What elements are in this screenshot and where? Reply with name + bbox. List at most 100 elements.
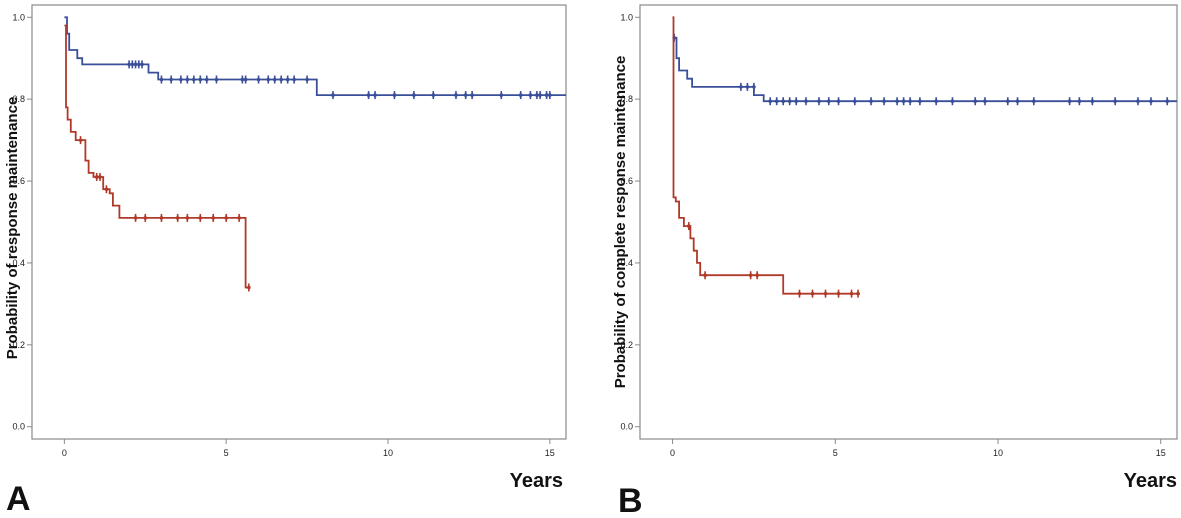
censor-dot (1165, 99, 1170, 104)
censor-dot (192, 77, 196, 82)
censor-dot (266, 77, 271, 82)
series-group-a (64, 16, 566, 292)
censor-dot (240, 77, 245, 82)
censor-dot (179, 77, 183, 82)
censor-dot (169, 77, 173, 82)
censor-dot (853, 99, 857, 104)
panel-b: 0 5 10 15 0.0 0.2 0.4 0.6 0.8 1.0 Probability of … (612, 4, 1178, 518)
y-tick-label: 0.8 (620, 94, 633, 104)
censor-dot (983, 99, 987, 104)
censor-dot (104, 187, 109, 192)
plot-frame-b (639, 4, 1178, 440)
censor-dot (133, 62, 138, 67)
x-tick-label: 10 (383, 448, 393, 458)
censor-dot (140, 62, 144, 67)
censor-dot (1067, 99, 1072, 104)
censor-dot (703, 273, 707, 278)
survival-curve (64, 16, 566, 96)
censor-dot (528, 93, 533, 97)
censor-dot (279, 77, 284, 82)
censor-dot (499, 93, 504, 97)
panel-letter-b: B (618, 482, 643, 518)
censor-dot (366, 93, 371, 97)
censor-dot (285, 77, 290, 82)
x-tick-label: 10 (993, 448, 1003, 458)
censor-dot (1077, 99, 1082, 104)
censor-dot (198, 216, 203, 220)
censor-dot (1015, 99, 1020, 104)
censor-dot (185, 77, 190, 82)
censor-dot (817, 99, 821, 104)
censor-dot (836, 291, 841, 296)
censor-dot (856, 291, 860, 296)
censor-dot (950, 99, 955, 104)
y-tick-label: 0.0 (12, 422, 25, 432)
censor-dot (98, 175, 102, 179)
censor-dot (412, 93, 416, 97)
censor-dot (247, 285, 251, 290)
censor-dot (159, 216, 164, 220)
y-axis-title-a: Probability of response maintenance (4, 97, 21, 360)
censor-dot (739, 85, 743, 89)
censor-dot (518, 93, 523, 97)
axis-ticks-a: 0 5 10 15 0.0 0.2 0.4 0.6 0.8 1.0 (12, 12, 554, 458)
km-series-1 (672, 33, 1177, 106)
censor-dot (211, 216, 216, 220)
censor-dot (1090, 99, 1095, 104)
censor-dot (292, 77, 296, 82)
censor-dot (755, 273, 759, 278)
censor-dot (137, 62, 141, 67)
censor-dot (373, 93, 377, 97)
censor-dot (1032, 99, 1036, 104)
censor-dot (797, 291, 802, 296)
censor-dot (895, 99, 899, 104)
km-series-2 (672, 16, 860, 298)
censor-dot (256, 77, 261, 82)
censor-dot (548, 93, 552, 97)
censor-dot (826, 99, 831, 104)
censor-dot (185, 216, 190, 220)
censor-dot (127, 62, 131, 67)
y-axis-title-b: Probability of complete response mainten… (612, 56, 629, 389)
y-tick-label: 1.0 (12, 12, 25, 22)
x-axis-title-b: Years (1124, 470, 1177, 492)
censor-dot (130, 62, 135, 67)
km-series-2 (64, 24, 251, 292)
censor-dot (823, 291, 828, 296)
censor-dot (392, 93, 397, 97)
censor-dot (774, 99, 779, 104)
censor-dot (133, 216, 138, 220)
censor-dot (869, 99, 873, 104)
y-tick-label: 0.4 (12, 258, 25, 268)
censor-dot (836, 99, 841, 104)
censor-dot (787, 99, 792, 104)
panel-letter-a: A (6, 480, 31, 518)
censor-dot (463, 93, 468, 97)
censor-dot (745, 85, 750, 89)
censor-dot (752, 85, 756, 89)
censor-dot (1136, 99, 1140, 104)
survival-curve (672, 36, 1177, 103)
censor-dot (143, 216, 148, 220)
x-tick-label: 15 (1156, 448, 1166, 458)
y-tick-label: 0.4 (620, 258, 633, 268)
censor-dot (538, 93, 542, 97)
censor-dot (849, 291, 854, 296)
y-tick-label: 0.2 (620, 340, 633, 350)
series-group-b (672, 16, 1177, 298)
censor-dot (918, 99, 922, 104)
censor-dot (1005, 99, 1010, 104)
censor-dot (882, 99, 886, 104)
y-tick-label: 0.0 (620, 422, 633, 432)
x-tick-label: 15 (545, 448, 555, 458)
censor-dot (687, 224, 691, 228)
censor-dot (810, 291, 815, 296)
censor-dot (237, 216, 241, 220)
panel-a: 0 5 10 15 0.0 0.2 0.4 0.6 0.8 1.0 Probability of … (4, 4, 567, 518)
censor-dot (1113, 99, 1117, 104)
censor-dot (794, 99, 799, 104)
y-tick-label: 1.0 (620, 12, 633, 22)
censor-dot (768, 99, 772, 104)
censor-dot (470, 93, 474, 97)
censor-dot (331, 93, 335, 97)
